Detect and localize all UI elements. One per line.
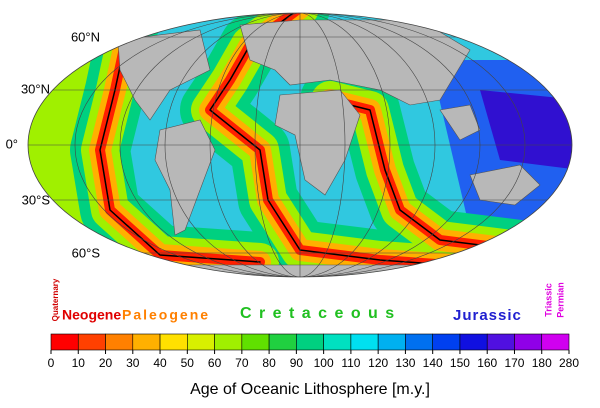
colorbar-tick-label: 280: [559, 356, 579, 370]
colorbar-tick-label: 150: [450, 356, 470, 370]
ocean-age-map: [28, 13, 572, 277]
latitude-label: 60°S: [72, 245, 101, 260]
period-label: Permian: [555, 282, 565, 318]
colorbar-tick-label: 80: [262, 356, 276, 370]
colorbar-tick-label: 20: [99, 356, 113, 370]
colorbar-tick-label: 100: [314, 356, 334, 370]
colorbar-cell: [241, 333, 270, 351]
period-label: Quaternary: [51, 278, 60, 321]
colorbar-tick-label: 60: [208, 356, 222, 370]
latitude-label: 30°S: [22, 192, 51, 207]
globe-outline: [27, 12, 573, 278]
colorbar-cell: [541, 333, 570, 351]
colorbar-cell: [296, 333, 324, 351]
colorbar-tick-label: 40: [153, 356, 167, 370]
colorbar-label: Age of Oceanic Lithosphere [m.y.]: [190, 381, 430, 398]
colorbar-cell: [405, 333, 433, 351]
colorbar-tick-label: 140: [423, 356, 443, 370]
colorbar-cell: [377, 333, 406, 351]
colorbar-cell: [187, 333, 215, 351]
colorbar-tick-label: 160: [477, 356, 497, 370]
colorbar-cell: [350, 333, 379, 351]
period-label: Triassic: [543, 283, 553, 317]
latitude-label: 0°: [6, 136, 18, 151]
colorbar-tick-label: 90: [290, 356, 304, 370]
latitude-label: 60°N: [71, 29, 100, 44]
colorbar-cell: [486, 333, 515, 351]
colorbar-cell: [77, 333, 106, 351]
colorbar-tick-label: 130: [395, 356, 415, 370]
colorbar-tick-label: 170: [504, 356, 524, 370]
period-label: Jurassic: [453, 307, 522, 324]
period-label: Neogene: [62, 307, 121, 323]
colorbar-tick-label: 0: [48, 356, 55, 370]
colorbar-cell: [323, 333, 352, 351]
colorbar-cell: [514, 333, 543, 351]
colorbar-tick-label: 120: [368, 356, 388, 370]
colorbar-tick-label: 180: [532, 356, 552, 370]
latitude-label: 30°N: [21, 81, 50, 96]
colorbar-tick-label: 110: [341, 356, 360, 370]
colorbar-tick-label: 50: [181, 356, 195, 370]
colorbar-cell: [132, 333, 161, 351]
period-label: Paleogene: [122, 307, 210, 323]
colorbar-tick-label: 30: [126, 356, 140, 370]
colorbar-cell: [50, 333, 79, 351]
colorbar-cell: [432, 333, 461, 351]
colorbar-tick-label: 70: [235, 356, 249, 370]
colorbar-cell: [268, 333, 297, 351]
colorbar-cell: [159, 333, 188, 351]
period-label: C r e t a c e o u s: [240, 305, 396, 322]
colorbar-cell: [214, 333, 243, 351]
colorbar-cell: [105, 333, 134, 351]
colorbar-tick-label: 10: [72, 356, 86, 370]
colorbar: 0 10 20 30 40 50 60 70 80 90 100 110 120 130 140 150 160…: [48, 333, 579, 370]
colorbar-cell: [459, 333, 488, 351]
